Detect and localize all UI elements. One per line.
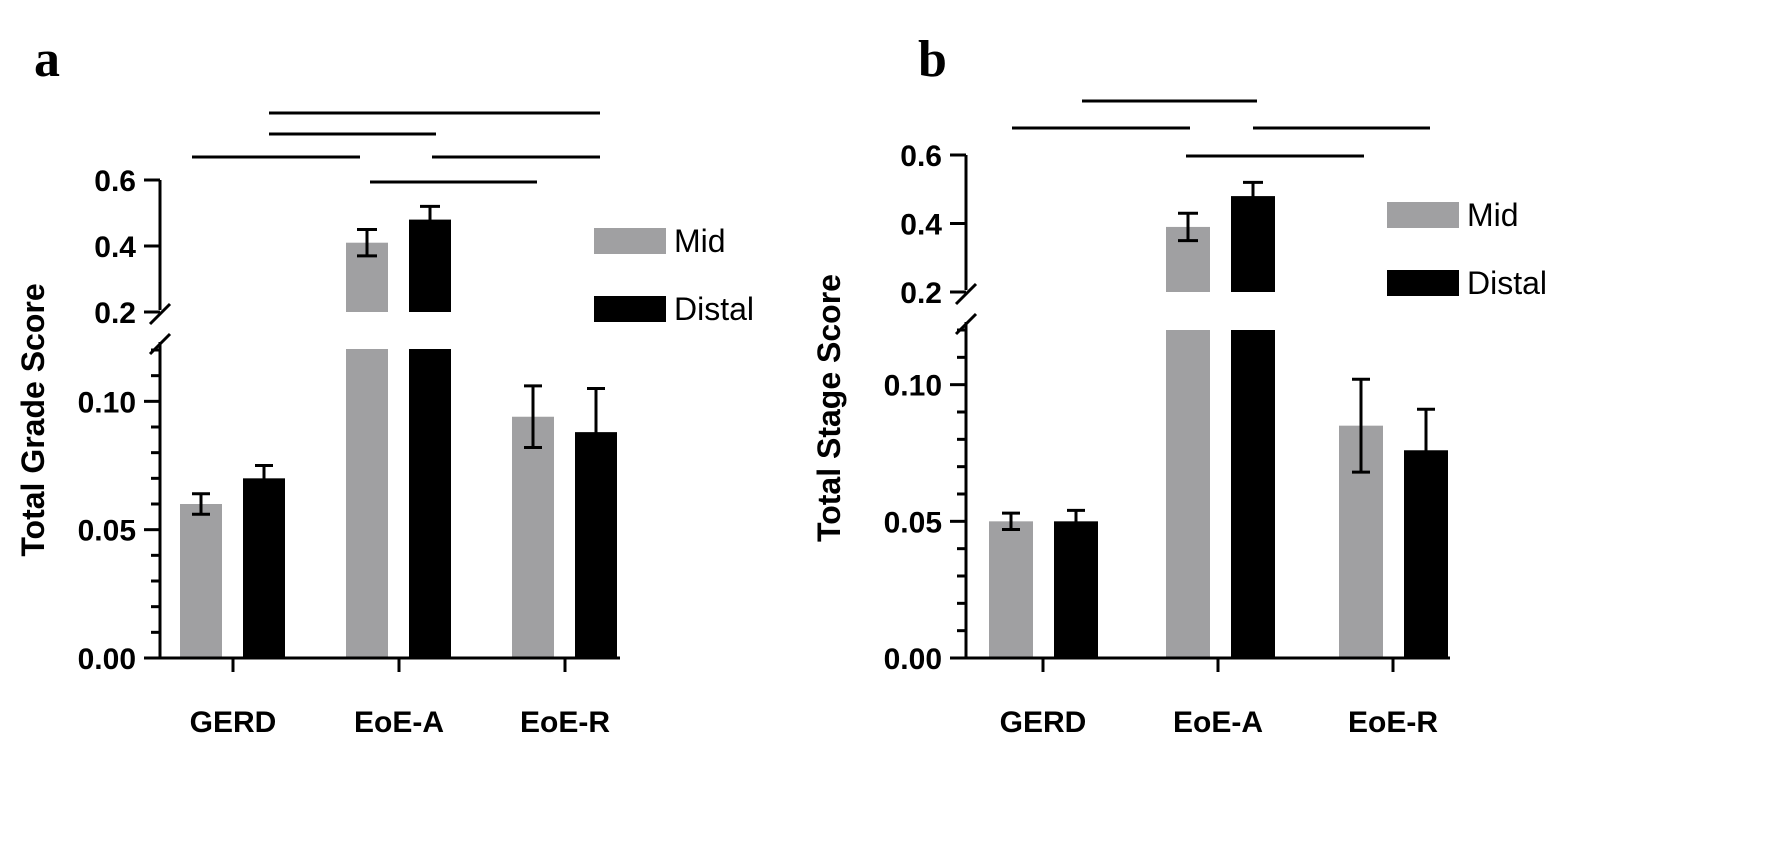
y-tick-label: 0.00 <box>78 643 136 676</box>
y-tick-label: 0.10 <box>78 386 136 419</box>
panel-letter-b: b <box>918 31 947 88</box>
bar-eoe-a-mid-lower <box>1166 330 1210 658</box>
legend-label-distal: Distal <box>674 291 754 327</box>
legend-swatch-distal <box>594 296 666 322</box>
bar-eoe-a-mid-lower <box>346 349 388 658</box>
y-tick-label: 0.05 <box>884 506 942 539</box>
y-axis-title: Total Grade Score <box>15 283 51 556</box>
y-tick-label: 0.2 <box>94 297 136 330</box>
legend-label-distal: Distal <box>1467 265 1547 301</box>
chart-panel-a: GERD EoE-A EoE-R 0.00 0.05 0.10 0.2 0.4 0.6 Total… <box>15 111 754 739</box>
bar-eoe-a-distal-upper <box>409 219 451 312</box>
x-tick-label: EoE-R <box>520 706 610 739</box>
chart-panel-b: GERD EoE-A EoE-R 0.00 0.05 0.10 0.2 0.4 0.6 Total… <box>811 99 1547 739</box>
y-tick-label: 0.4 <box>900 209 942 242</box>
panel-letter-a: a <box>34 31 60 88</box>
y-tick-label: 0.00 <box>884 643 942 676</box>
y-tick-label: 0.6 <box>900 140 942 173</box>
x-tick-label: EoE-R <box>1348 706 1438 739</box>
bar-eoe-a-distal-lower <box>409 349 451 658</box>
legend-swatch-distal <box>1387 270 1459 296</box>
x-tick-label: GERD <box>1000 706 1087 739</box>
bar-eoe-r-mid <box>512 416 554 658</box>
legend-label-mid: Mid <box>1467 197 1519 233</box>
x-tick-label: GERD <box>190 706 277 739</box>
axis-break-mark <box>954 282 978 306</box>
x-tick-label: EoE-A <box>354 706 444 739</box>
x-tick-label: EoE-A <box>1173 706 1263 739</box>
bar-eoe-a-distal-lower <box>1231 330 1275 658</box>
y-tick-label: 0.6 <box>94 165 136 198</box>
bar-gerd-mid <box>989 521 1033 658</box>
bar-eoe-a-distal-upper <box>1231 196 1275 292</box>
legend-swatch-mid <box>1387 202 1459 228</box>
axis-break-mark <box>148 302 172 326</box>
bar-gerd-mid <box>180 504 222 658</box>
y-tick-label: 0.4 <box>94 231 136 264</box>
y-tick-label: 0.10 <box>884 370 942 403</box>
y-tick-label: 0.2 <box>900 277 942 310</box>
legend-label-mid: Mid <box>674 223 726 259</box>
legend-swatch-mid <box>594 228 666 254</box>
y-tick-label: 0.05 <box>78 515 136 548</box>
bar-gerd-distal <box>243 478 285 658</box>
bar-gerd-distal <box>1054 521 1098 658</box>
y-axis-title: Total Stage Score <box>811 274 847 542</box>
